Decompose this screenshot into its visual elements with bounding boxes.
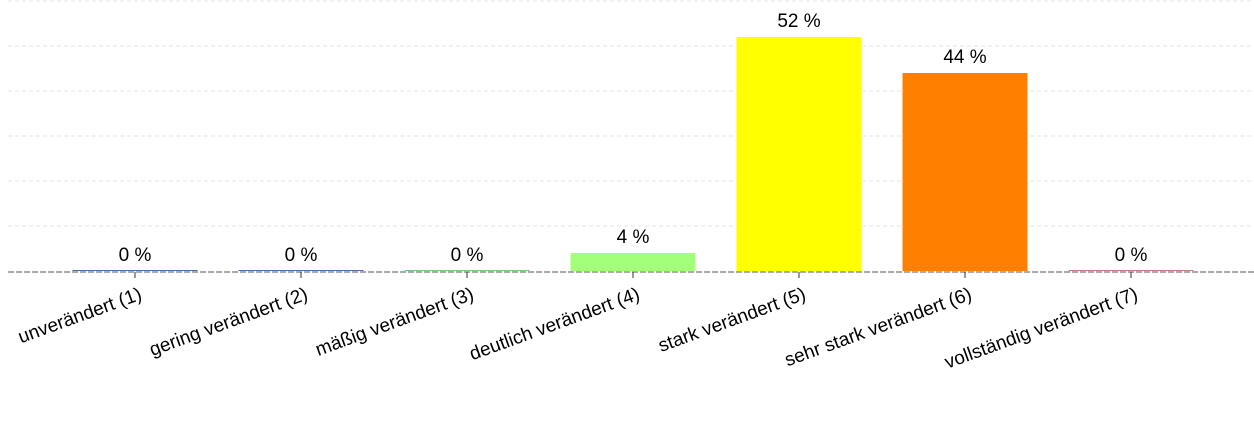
- bar: [238, 270, 364, 271]
- value-labels: 0 % 0 % 0 % 4 % 52 % 44 % 0 %: [119, 11, 1148, 266]
- bar: [1068, 270, 1194, 271]
- category-label: stark verändert (5): [656, 284, 809, 357]
- bar: [902, 73, 1028, 271]
- bar: [72, 270, 198, 271]
- data-label: 44 %: [943, 47, 986, 68]
- category-label: deutlich verändert (4): [467, 284, 643, 365]
- data-label: 0 %: [285, 245, 318, 266]
- bar: [736, 37, 862, 271]
- data-label: 4 %: [617, 227, 650, 248]
- x-ticks: [134, 272, 1132, 278]
- category-label: gering verändert (2): [147, 284, 311, 361]
- category-labels: unverändert (1) gering verändert (2) mäßig…: [15, 284, 1140, 373]
- data-label: 0 %: [119, 245, 152, 266]
- bar: [570, 253, 696, 271]
- category-label: mäßig verändert (3): [313, 284, 477, 361]
- bars: [72, 37, 1194, 271]
- gridlines: [8, 0, 1254, 227]
- bar: [404, 270, 530, 271]
- category-label: unverändert (1): [15, 284, 144, 348]
- data-label: 0 %: [451, 245, 484, 266]
- data-label: 52 %: [777, 11, 820, 32]
- data-label: 0 %: [1115, 245, 1148, 266]
